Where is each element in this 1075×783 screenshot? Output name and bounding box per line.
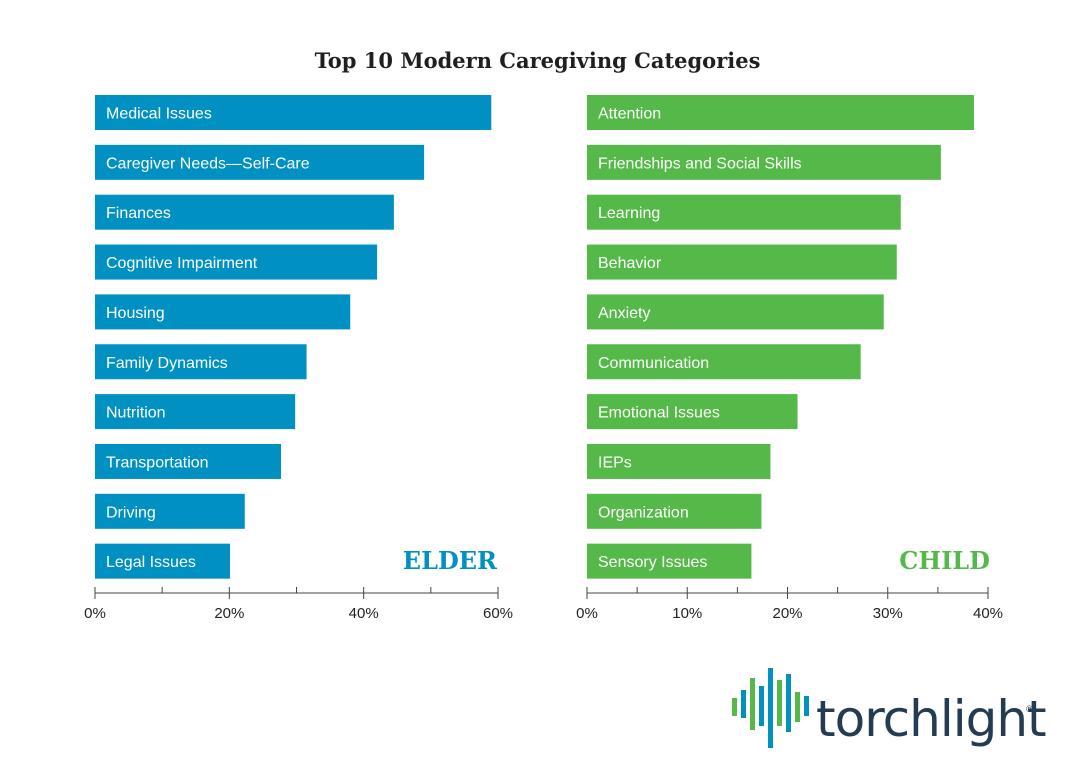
child-tick-label: 20% [772, 605, 802, 622]
child-bar [587, 493, 762, 529]
child-bar [587, 443, 771, 479]
child-bar-label: Learning [598, 205, 660, 222]
elder-bar-label: Legal Issues [106, 554, 196, 571]
elder-panel: Medical Issues Caregiver Needs—Self-Care F… [84, 95, 513, 622]
child-bar [587, 144, 941, 180]
elder-bar [95, 194, 394, 230]
chart-title: Top 10 Modern Caregiving Categories [314, 48, 761, 73]
elder-tick-label: 0% [84, 605, 106, 622]
logo-stripe [795, 692, 800, 722]
child-bar [587, 543, 752, 579]
child-tick-label: 10% [672, 605, 702, 622]
elder-bar-label: Family Dynamics [106, 355, 228, 372]
child-tick-label: 30% [873, 605, 903, 622]
child-panel: Attention Friendships and Social Skills Le… [576, 95, 1003, 622]
child-bar-label: Attention [598, 106, 661, 123]
child-tick-label: 0% [576, 605, 598, 622]
child-bar [587, 95, 974, 130]
child-bar [587, 394, 798, 430]
elder-tick-label: 20% [214, 605, 244, 622]
logo-stripe [750, 678, 755, 730]
elder-bar [95, 543, 231, 579]
logo-stripe [759, 686, 764, 726]
elder-bar [95, 493, 245, 529]
elder-bar [95, 394, 296, 430]
elder-bar-label: Caregiver Needs—Self-Care [106, 155, 310, 172]
elder-bar [95, 443, 282, 479]
elder-bar-label: Driving [106, 504, 156, 521]
elder-bar [95, 294, 351, 330]
elder-tick-label: 40% [349, 605, 379, 622]
child-bar-label: Organization [598, 504, 689, 521]
child-bar-label: Friendships and Social Skills [598, 155, 802, 172]
elder-bar-label: Finances [106, 205, 171, 222]
logo-stripe [768, 668, 773, 748]
logo-stripe [777, 680, 782, 726]
child-bar [587, 244, 897, 280]
elder-bar-label: Nutrition [106, 405, 166, 422]
elder-bar-label: Medical Issues [106, 106, 212, 123]
child-bar [587, 194, 901, 230]
logo-stripe [786, 674, 791, 732]
elder-bar-label: Housing [106, 305, 165, 322]
child-panel-label: CHILD [899, 546, 990, 575]
elder-bar-label: Cognitive Impairment [106, 255, 258, 272]
registered-mark: ® [1026, 704, 1033, 714]
torchlight-logo-mark [732, 668, 809, 748]
child-bar-label: Sensory Issues [598, 554, 707, 571]
elder-bar [95, 344, 307, 380]
logo-wordmark: torchlight [816, 690, 1047, 748]
child-bar-label: Anxiety [598, 305, 650, 322]
logo-stripe [732, 698, 737, 716]
elder-panel-label: ELDER [403, 546, 498, 575]
child-bar-label: Behavior [598, 255, 662, 272]
child-bar-label: Emotional Issues [598, 405, 720, 422]
elder-bar [95, 244, 378, 280]
child-bar-label: Communication [598, 355, 709, 372]
child-bar [587, 294, 884, 330]
elder-bar-label: Transportation [106, 454, 209, 471]
logo-stripe [741, 690, 746, 718]
child-tick-label: 40% [973, 605, 1003, 622]
elder-bar [95, 144, 425, 180]
logo-stripe [804, 696, 809, 716]
child-bar-label: IEPs [598, 454, 632, 471]
child-bar [587, 344, 861, 380]
elder-bar [95, 95, 492, 130]
elder-tick-label: 60% [483, 605, 513, 622]
